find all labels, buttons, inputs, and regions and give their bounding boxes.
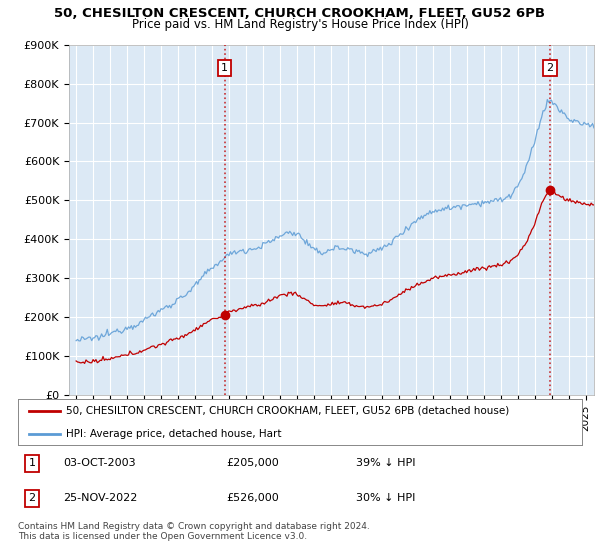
Text: 1: 1 [29, 459, 35, 468]
Text: Contains HM Land Registry data © Crown copyright and database right 2024.
This d: Contains HM Land Registry data © Crown c… [18, 522, 370, 542]
Text: £526,000: £526,000 [227, 493, 280, 503]
Text: 30% ↓ HPI: 30% ↓ HPI [356, 493, 416, 503]
Text: 2: 2 [546, 63, 553, 73]
Text: Price paid vs. HM Land Registry's House Price Index (HPI): Price paid vs. HM Land Registry's House … [131, 18, 469, 31]
Text: £205,000: £205,000 [227, 459, 280, 468]
Text: 25-NOV-2022: 25-NOV-2022 [63, 493, 137, 503]
Text: 39% ↓ HPI: 39% ↓ HPI [356, 459, 416, 468]
Text: 50, CHESILTON CRESCENT, CHURCH CROOKHAM, FLEET, GU52 6PB: 50, CHESILTON CRESCENT, CHURCH CROOKHAM,… [55, 7, 545, 20]
Text: 50, CHESILTON CRESCENT, CHURCH CROOKHAM, FLEET, GU52 6PB (detached house): 50, CHESILTON CRESCENT, CHURCH CROOKHAM,… [66, 406, 509, 416]
Text: 03-OCT-2003: 03-OCT-2003 [63, 459, 136, 468]
Text: 1: 1 [221, 63, 228, 73]
Text: HPI: Average price, detached house, Hart: HPI: Average price, detached house, Hart [66, 429, 281, 438]
Text: 2: 2 [29, 493, 35, 503]
